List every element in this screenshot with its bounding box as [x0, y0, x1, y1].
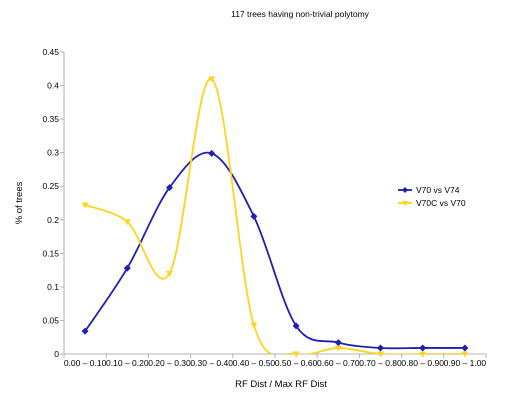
series-line-2	[84, 77, 465, 354]
data-point	[123, 264, 131, 272]
data-point	[334, 339, 342, 347]
chart-title: 117 trees having non-trivial polytomy	[231, 9, 370, 19]
data-point	[208, 76, 216, 83]
data-point	[419, 344, 427, 352]
data-point	[166, 270, 173, 277]
y-tick-label: 0.15	[42, 248, 59, 258]
x-tick-label: 0.20 – 0.30	[148, 358, 191, 368]
y-tick-label: 0.25	[42, 181, 59, 191]
x-axis-ticks: 0.00 – 0.10 0.10 – 0.20 0.20 – 0.30 0.30 – …	[63, 354, 487, 368]
series-line-1	[84, 151, 465, 350]
series-layer	[81, 76, 469, 358]
data-point	[419, 351, 427, 358]
data-point	[81, 202, 89, 209]
data-point	[292, 351, 300, 358]
y-tick-label: 0.45	[42, 47, 59, 57]
y-axis-ticks: 0 0.05 0.1 0.15 0.2 0.25 0.3 0.35 0.4 0.45	[42, 47, 64, 359]
x-tick-label: 0.10 – 0.20	[106, 358, 149, 368]
data-point	[81, 327, 89, 335]
legend-marker	[402, 201, 408, 206]
y-tick-label: 0.2	[47, 215, 59, 225]
x-tick-label: 0.70 – 0.80	[359, 358, 402, 368]
data-point	[250, 322, 258, 329]
data-point	[377, 351, 384, 358]
data-point	[334, 345, 342, 352]
x-tick-label: 0.90 – 1.00	[444, 358, 487, 368]
data-point	[292, 322, 300, 330]
data-point	[123, 219, 131, 226]
y-tick-label: 0.35	[42, 114, 59, 124]
x-tick-label: 0.60 – 0.70	[317, 358, 360, 368]
x-tick-label: 0.30 – 0.40	[190, 358, 233, 368]
y-tick-label: 0.3	[47, 148, 59, 158]
legend-marker	[402, 187, 408, 193]
x-tick-label: 0.00 – 0.10	[64, 358, 107, 368]
y-tick-label: 0	[54, 349, 59, 359]
data-point	[461, 344, 469, 352]
data-point	[377, 344, 384, 352]
x-tick-label: 0.80 – 0.90	[401, 358, 444, 368]
legend-label: V70 vs V74	[416, 185, 460, 195]
y-tick-label: 0.05	[42, 315, 59, 325]
data-point	[166, 184, 173, 192]
x-tick-label: 0.50 – 0.60	[275, 358, 318, 368]
x-axis-label: RF Dist / Max RF Dist	[235, 379, 327, 390]
y-tick-label: 0.1	[47, 282, 59, 292]
y-tick-label: 0.4	[47, 81, 59, 91]
data-point	[208, 149, 216, 157]
data-point	[461, 351, 469, 358]
legend: V70 vs V74 V70C vs V70	[398, 185, 466, 208]
x-tick-label: 0.40 – 0.50	[233, 358, 276, 368]
y-axis-label: % of trees	[14, 181, 25, 224]
legend-label: V70C vs V70	[416, 198, 466, 208]
data-point	[250, 212, 258, 220]
